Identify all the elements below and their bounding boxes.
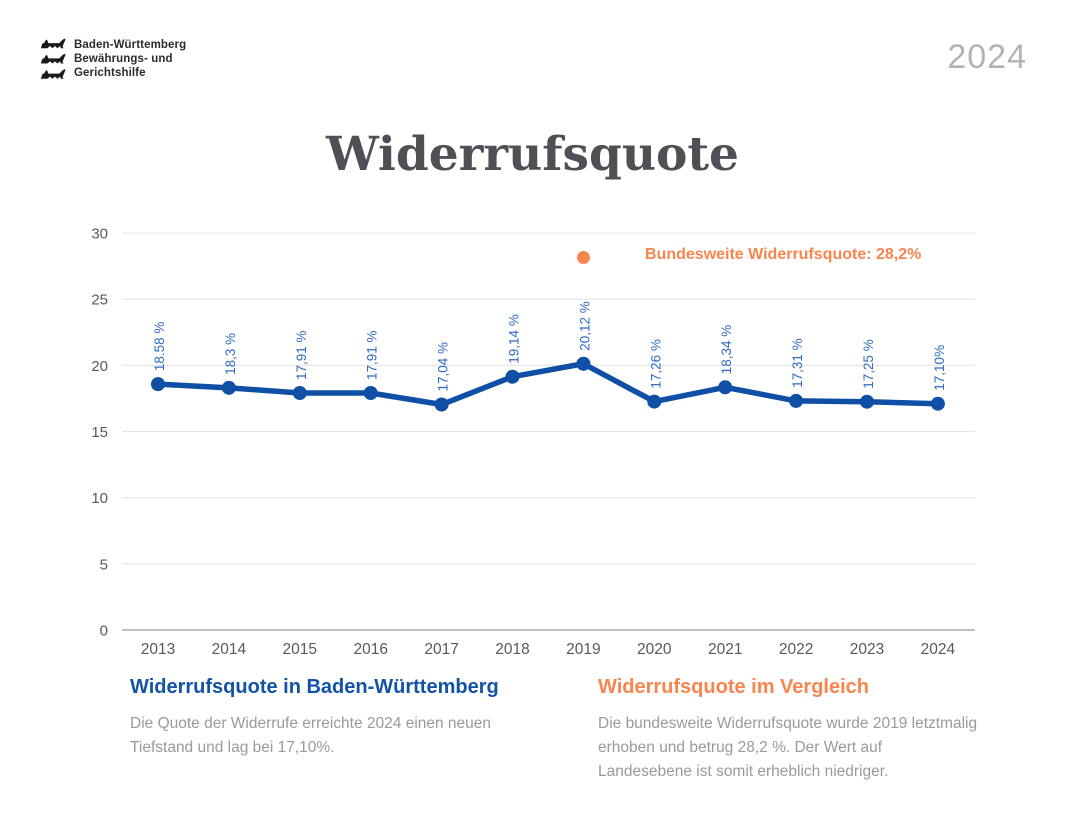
x-axis-tick-label: 2014 <box>212 641 247 658</box>
series-line <box>155 360 941 408</box>
data-point-label: 18.58 % <box>152 322 167 372</box>
year-badge: 2024 <box>947 38 1027 76</box>
data-point-label: 17,26 % <box>648 339 663 389</box>
data-point-marker <box>434 397 449 412</box>
x-axis-tick-label: 2018 <box>495 641 529 658</box>
x-axis-tick-label: 2021 <box>708 641 742 658</box>
y-axis-tick-label: 20 <box>91 358 108 375</box>
data-point-label: 17,25 % <box>861 339 876 389</box>
data-point-marker <box>221 380 236 395</box>
y-axis-tick-label: 5 <box>100 556 108 573</box>
y-axis-tick-label: 25 <box>91 292 108 309</box>
x-axis-tick-label: 2016 <box>353 641 387 658</box>
data-point-label: 17,10% <box>932 345 947 391</box>
data-point-label: 19,14 % <box>507 314 522 364</box>
data-point-marker <box>363 385 378 400</box>
x-axis-tick-label: 2013 <box>141 641 175 658</box>
logo-text-line2: Bewährungs- und <box>74 53 173 65</box>
logo-text-line3: Gerichtshilfe <box>74 67 146 79</box>
data-point-marker <box>860 394 874 409</box>
legend-label: Bundesweite Widerrufsquote: 28,2% <box>645 246 922 263</box>
data-point-marker <box>718 380 733 395</box>
footer-right-body: Die bundesweite Widerrufsquote wurde 201… <box>598 715 978 781</box>
logo-text: Baden-Württemberg Bewährungs- und Gerich… <box>74 38 186 80</box>
data-point-marker <box>576 356 591 371</box>
x-axis-tick-label: 2015 <box>283 641 317 658</box>
footer-left-heading: Widerrufsquote in Baden-Württemberg <box>130 676 499 698</box>
y-axis-tick-label: 10 <box>91 490 108 507</box>
data-point-marker <box>930 396 945 411</box>
data-point-marker <box>647 394 662 409</box>
data-point-marker <box>292 385 307 400</box>
footer-section-baden-wuerttemberg: Widerrufsquote in Baden-Württemberg Die … <box>130 676 558 760</box>
legend-dot-icon <box>577 251 590 264</box>
data-point-label: 17,31 % <box>790 338 805 388</box>
footer-right-heading: Widerrufsquote im Vergleich <box>598 676 869 698</box>
x-axis-tick-label: 2017 <box>424 641 458 658</box>
data-point-label: 17,04 % <box>436 342 451 392</box>
x-axis-tick-label: 2019 <box>566 641 600 658</box>
y-axis-tick-label: 0 <box>100 623 108 640</box>
footer-section-vergleich: Widerrufsquote im Vergleich Die bundeswe… <box>598 676 980 784</box>
data-point-marker <box>151 377 165 392</box>
bw-logo: Baden-Württemberg Bewährungs- und Gerich… <box>40 36 186 82</box>
data-point-label: 20,12 % <box>577 301 592 351</box>
data-point-label: 18,34 % <box>719 325 734 375</box>
data-point-label: 18,3 % <box>223 333 238 375</box>
data-point-marker <box>505 369 520 384</box>
footer-left-body: Die Quote der Widerrufe erreichte 2024 e… <box>130 715 492 757</box>
page-title: Widerrufsquote <box>326 127 739 183</box>
x-axis-tick-label: 2024 <box>921 641 956 658</box>
data-point-marker <box>789 393 804 408</box>
data-point-label: 17,91 % <box>365 330 380 380</box>
x-axis-tick-label: 2022 <box>779 641 813 658</box>
x-axis-tick-label: 2020 <box>637 641 672 658</box>
data-point-label: 17,91 % <box>294 330 309 380</box>
logo-text-line1: Baden-Württemberg <box>74 39 187 51</box>
y-axis-tick-label: 15 <box>91 424 108 441</box>
y-axis-tick-label: 30 <box>91 226 108 243</box>
x-axis-tick-label: 2023 <box>850 641 884 658</box>
